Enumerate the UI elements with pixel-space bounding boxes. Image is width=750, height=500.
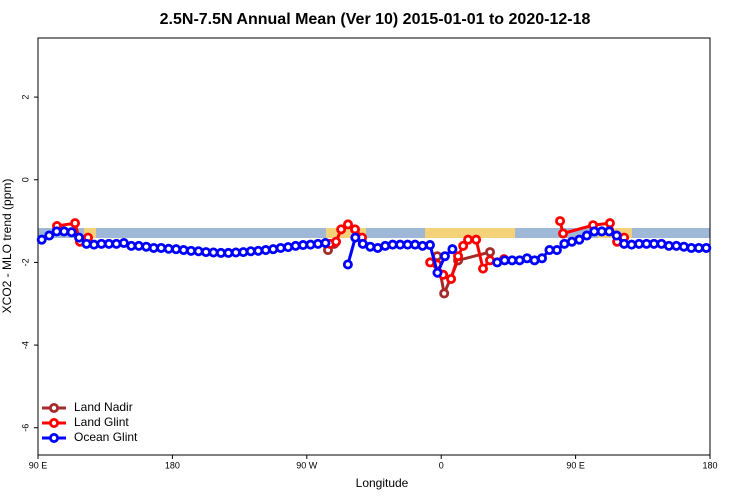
data-point: [453, 251, 464, 262]
ocean-band: [38, 228, 710, 238]
chart-title: 2.5N-7.5N Annual Mean (Ver 10) 2015-01-0…: [160, 11, 591, 28]
data-point: [193, 246, 204, 257]
data-point: [439, 251, 450, 262]
x-axis-label: Longitude: [356, 476, 409, 490]
y-tick-label: -2: [20, 258, 30, 266]
land-band: [326, 228, 366, 238]
data-point: [89, 239, 100, 250]
land-band: [425, 228, 515, 238]
data-point: [133, 240, 144, 251]
legend-marker: [49, 402, 60, 413]
data-point: [305, 239, 316, 250]
data-point: [312, 238, 323, 249]
x-tick-label: 90 E: [29, 460, 48, 470]
y-axis-label: XCO2 - MLO trend (ppm): [0, 179, 14, 314]
data-point: [463, 234, 474, 245]
data-point: [410, 239, 421, 250]
data-point: [701, 242, 712, 253]
y-tick-label: 2: [20, 95, 30, 100]
data-point: [447, 244, 458, 255]
data-point: [365, 241, 376, 252]
data-point: [604, 226, 615, 237]
data-point: [626, 239, 637, 250]
land-band: [84, 228, 96, 238]
legend-marker: [49, 432, 60, 443]
data-point: [268, 244, 279, 255]
data-point: [331, 236, 342, 247]
data-point: [432, 267, 443, 278]
data-point: [260, 245, 271, 256]
data-point: [446, 273, 457, 284]
data-point: [178, 245, 189, 256]
data-point: [611, 230, 622, 241]
legend-label: Land Nadir: [74, 400, 133, 414]
x-tick-label: 90 W: [296, 460, 318, 470]
data-point: [478, 263, 489, 274]
data-point: [551, 245, 562, 256]
legend-marker: [49, 417, 60, 428]
data-point: [537, 253, 548, 264]
data-point: [336, 224, 347, 235]
data-point: [558, 228, 569, 239]
data-point: [342, 259, 353, 270]
data-point: [275, 242, 286, 253]
x-tick-label: 180: [165, 460, 180, 470]
y-tick-label: 0: [20, 177, 30, 182]
data-point: [44, 230, 55, 241]
data-point: [343, 219, 354, 230]
y-tick-label: -4: [20, 341, 30, 349]
data-point: [81, 238, 92, 249]
data-point: [458, 240, 469, 251]
data-point: [70, 218, 81, 229]
data-point: [574, 234, 585, 245]
legend-label: Ocean Glint: [74, 430, 138, 444]
data-point: [290, 240, 301, 251]
data-point: [171, 244, 182, 255]
data-point: [111, 238, 122, 249]
data-point: [439, 288, 450, 299]
data-point: [417, 240, 428, 251]
data-point: [619, 238, 630, 249]
data-point: [424, 240, 435, 251]
data-point: [350, 224, 361, 235]
data-point: [66, 227, 77, 238]
y-tick-label: -6: [20, 424, 30, 432]
data-point: [555, 216, 566, 227]
x-tick-label: 90 E: [566, 460, 585, 470]
legend-label: Land Glint: [74, 415, 129, 429]
data-point: [485, 247, 496, 258]
x-tick-label: 180: [702, 460, 717, 470]
data-point: [320, 237, 331, 248]
data-point: [581, 230, 592, 241]
data-point: [253, 245, 264, 256]
data-point: [283, 242, 294, 253]
data-point: [471, 234, 482, 245]
data-point: [604, 218, 615, 229]
data-point: [238, 247, 249, 258]
data-point: [671, 240, 682, 251]
data-point: [141, 241, 152, 252]
data-point: [678, 241, 689, 252]
data-point: [156, 242, 167, 253]
data-point: [36, 234, 47, 245]
data-point: [350, 232, 361, 243]
x-tick-label: 0: [439, 460, 444, 470]
data-point: [74, 232, 85, 243]
data-point: [380, 240, 391, 251]
data-point: [59, 226, 70, 237]
